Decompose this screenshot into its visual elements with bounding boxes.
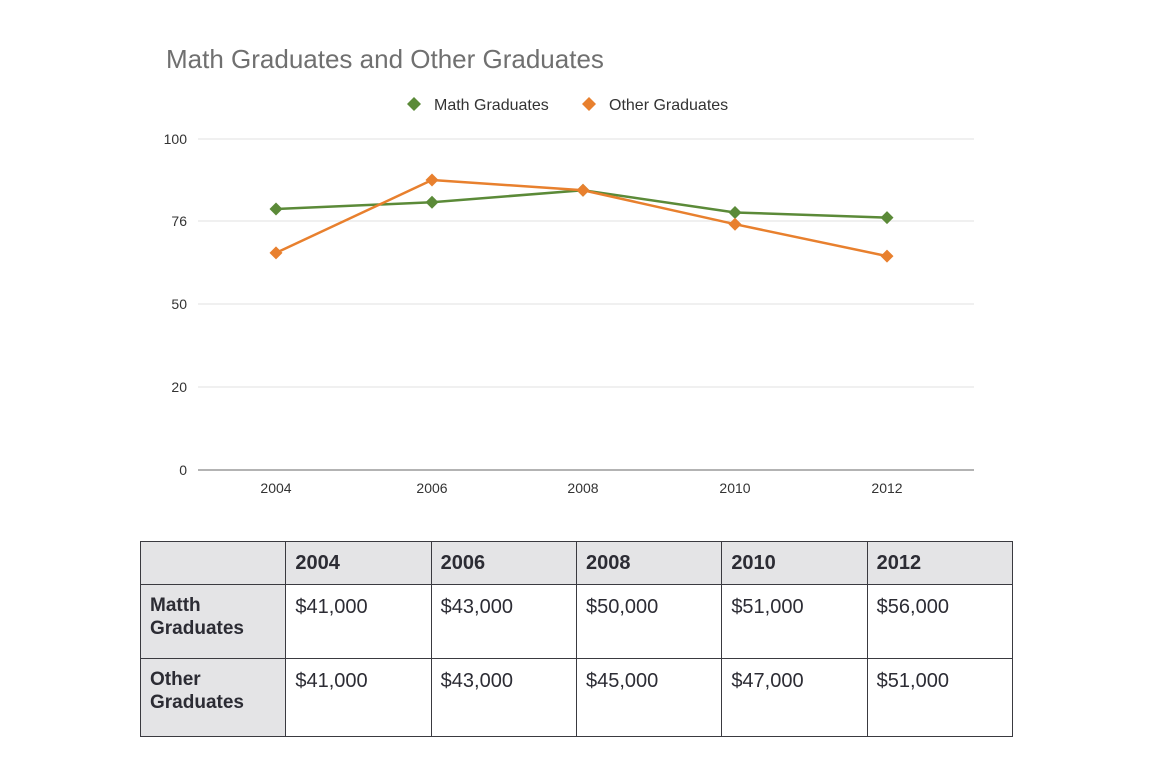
table-header-cell: 2006: [430, 541, 577, 585]
row-label: Matth Graduates: [139, 584, 287, 659]
x-tick-label: 2012: [871, 480, 902, 496]
table-header-cell: 2012: [866, 541, 1014, 585]
table-cell: $41,000: [285, 584, 432, 659]
row-label: Other Graduates: [139, 658, 287, 737]
table-cell: $56,000: [866, 584, 1014, 659]
legend-label: Math Graduates: [434, 97, 549, 114]
x-tick-label: 2004: [260, 480, 291, 496]
y-tick-label: 20: [171, 379, 187, 395]
table-header-cell: [139, 541, 287, 585]
table-cell: $47,000: [721, 658, 868, 737]
data-point-marker: [269, 246, 283, 260]
y-tick-label: 50: [171, 296, 187, 312]
table-header-cell: 2010: [721, 541, 868, 585]
data-point-marker: [425, 195, 439, 209]
data-point-marker: [728, 217, 742, 231]
row-label-line: Graduates: [150, 618, 244, 639]
series-other-graduates: [269, 173, 894, 263]
table-cell: $50,000: [575, 584, 723, 659]
y-tick-label: 0: [179, 462, 187, 478]
data-point-marker: [576, 183, 590, 197]
table-header-row: 2004 2006 2008 2010 2012: [139, 541, 1014, 585]
data-point-marker: [425, 173, 439, 187]
legend-item: Other Graduates: [582, 97, 728, 114]
table-cell: $45,000: [575, 658, 723, 737]
table-cell: $43,000: [430, 584, 577, 659]
legend-marker-icon: [407, 97, 421, 111]
table-cell: $41,000: [285, 658, 432, 737]
row-label-line: Graduates: [150, 692, 244, 713]
x-tick-label: 2008: [567, 480, 598, 496]
x-tick-label: 2006: [416, 480, 447, 496]
y-tick-label: 100: [164, 131, 188, 147]
table-cell: $43,000: [430, 658, 577, 737]
data-point-marker: [880, 249, 894, 263]
table-header-cell: 2004: [285, 541, 432, 585]
table-row: Other Graduates $41,000 $43,000 $45,000 …: [139, 658, 1014, 737]
series-group: [269, 173, 894, 263]
row-label-line: Other: [150, 669, 201, 690]
table-cell: $51,000: [721, 584, 868, 659]
data-table: 2004 2006 2008 2010 2012 Matth Graduates…: [139, 541, 1014, 737]
table-row: Matth Graduates $41,000 $43,000 $50,000 …: [139, 584, 1014, 659]
line-chart: Math Graduates and Other Graduates Math …: [164, 44, 974, 496]
x-tick-label: 2010: [719, 480, 750, 496]
data-point-marker: [269, 202, 283, 216]
legend-label: Other Graduates: [609, 97, 728, 114]
legend: Math Graduates Other Graduates: [407, 97, 728, 114]
gridlines: [198, 138, 974, 471]
y-tick-label: 76: [171, 213, 187, 229]
chart-title: Math Graduates and Other Graduates: [166, 44, 604, 74]
row-label-line: Matth: [150, 595, 201, 616]
y-axis-ticks: 100 76 50 20 0: [164, 131, 188, 478]
table-header-cell: 2008: [575, 541, 723, 585]
legend-marker-icon: [582, 97, 596, 111]
data-point-marker: [728, 205, 742, 219]
legend-item: Math Graduates: [407, 97, 549, 114]
table-cell: $51,000: [866, 658, 1014, 737]
x-axis-ticks: 2004 2006 2008 2010 2012: [260, 480, 902, 496]
data-point-marker: [880, 211, 894, 225]
